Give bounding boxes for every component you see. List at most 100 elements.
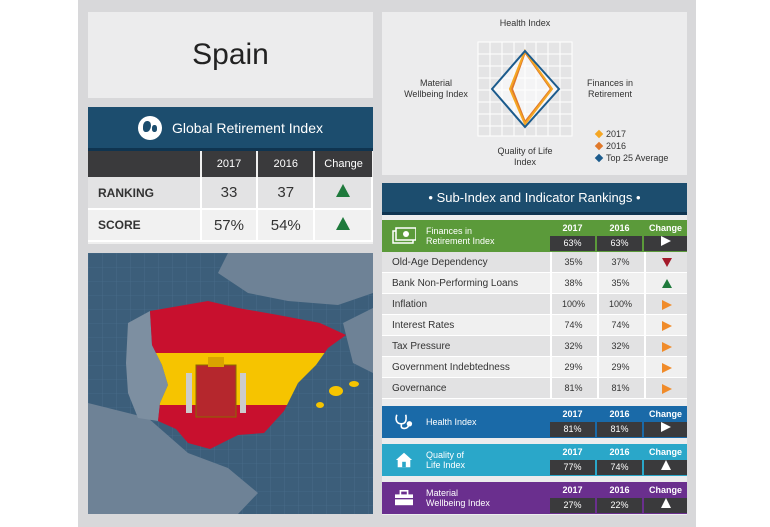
value-2017: 33 bbox=[200, 177, 259, 210]
arrow-up-icon bbox=[336, 216, 351, 230]
money-icon bbox=[392, 227, 416, 244]
value-2016: 37 bbox=[257, 177, 316, 210]
quality-name: Quality of Life Index bbox=[426, 450, 466, 470]
finances-header: Finances in Retirement Index 2017 2016 C… bbox=[382, 220, 687, 252]
change-cell bbox=[314, 177, 373, 210]
indicator-row: Inflation 100% 100% bbox=[382, 294, 687, 315]
arrow-up-icon bbox=[336, 184, 351, 197]
value-2016: 32% bbox=[597, 336, 642, 357]
spain-map bbox=[88, 253, 373, 514]
material-cols: 2017 2016 Change 27% 22% bbox=[550, 482, 687, 514]
change-cell bbox=[644, 273, 687, 294]
change-cell bbox=[644, 315, 687, 336]
map-illustration bbox=[88, 253, 373, 514]
value-2016: 22% bbox=[597, 498, 642, 513]
change-cell bbox=[644, 460, 687, 475]
col-2016: 2016 bbox=[609, 409, 630, 419]
row-label: SCORE bbox=[88, 209, 202, 242]
value-2016: 35% bbox=[597, 273, 642, 294]
col-2017: 2017 bbox=[562, 409, 583, 419]
value-2016: 63% bbox=[597, 236, 642, 251]
col-2016: 2016 bbox=[609, 485, 630, 495]
value-2016: 54% bbox=[257, 209, 316, 242]
gri-col-2016: 2016 bbox=[257, 151, 316, 177]
radar-label-right: Finances in Retirement bbox=[586, 78, 634, 99]
value-2017: 27% bbox=[550, 498, 595, 513]
finances-section: Finances in Retirement Index 2017 2016 C… bbox=[382, 220, 687, 399]
legend-item: Top 25 Average bbox=[594, 152, 669, 164]
change-cell bbox=[644, 252, 687, 273]
indicator-name: Interest Rates bbox=[392, 320, 455, 331]
row-label: RANKING bbox=[88, 177, 202, 210]
change-cell bbox=[644, 236, 687, 251]
radar-chart bbox=[477, 41, 573, 137]
indicator-row: Bank Non-Performing Loans 38% 35% bbox=[382, 273, 687, 294]
stethoscope-icon bbox=[395, 414, 413, 430]
diamond-icon bbox=[594, 129, 604, 139]
arrow-right-icon bbox=[661, 383, 672, 394]
col-2016: 2016 bbox=[609, 223, 630, 233]
legend-label: 2016 bbox=[606, 141, 627, 151]
country-title: Spain bbox=[88, 12, 373, 98]
radar-label-left: Material Wellbeing Index bbox=[404, 78, 468, 99]
arrow-down-icon bbox=[661, 258, 672, 268]
indicator-row: Interest Rates 74% 74% bbox=[382, 315, 687, 336]
col-2017: 2017 bbox=[562, 485, 583, 495]
change-cell bbox=[644, 294, 687, 315]
value-2017: 57% bbox=[200, 209, 259, 242]
italy-land bbox=[343, 308, 373, 373]
house-icon bbox=[395, 452, 413, 468]
change-cell bbox=[314, 209, 373, 242]
africa-land bbox=[88, 403, 258, 514]
legend-label: Top 25 Average bbox=[606, 153, 669, 163]
value-2016: 100% bbox=[597, 294, 642, 315]
sub-index-header: • Sub-Index and Indicator Rankings • bbox=[382, 183, 687, 215]
arrow-right-icon bbox=[661, 299, 672, 310]
gri-col-blank bbox=[88, 151, 202, 177]
value-2017: 38% bbox=[550, 273, 595, 294]
sub-index-panel: • Sub-Index and Indicator Rankings • Fin… bbox=[382, 183, 687, 515]
finances-cols: 2017 2016 Change 63% 63% bbox=[550, 220, 687, 252]
value-2016: 29% bbox=[597, 357, 642, 378]
island-menorca bbox=[349, 381, 359, 387]
diamond-icon bbox=[594, 141, 604, 151]
gri-header-row: 2017 2016 Change bbox=[88, 151, 372, 177]
indicator-name: Government Indebtedness bbox=[392, 362, 510, 373]
gri-col-2017: 2017 bbox=[200, 151, 259, 177]
quality-header: Quality of Life Index 2017 2016 Change 7… bbox=[382, 444, 687, 476]
value-2017: 63% bbox=[550, 236, 595, 251]
gri-title: Global Retirement Index bbox=[172, 119, 323, 136]
col-change: Change bbox=[648, 485, 682, 495]
material-header: Material Wellbeing Index 2017 2016 Chang… bbox=[382, 482, 687, 514]
indicator-name: Inflation bbox=[392, 299, 428, 310]
arrow-up-icon bbox=[660, 460, 671, 470]
indicator-name: Old-Age Dependency bbox=[392, 257, 488, 268]
health-label-box: Health Index bbox=[382, 406, 552, 438]
change-cell bbox=[644, 498, 687, 513]
health-cols: 2017 2016 Change 81% 81% bbox=[550, 406, 687, 438]
arrow-right-icon bbox=[661, 341, 672, 352]
finances-name: Finances in Retirement Index bbox=[426, 226, 495, 246]
value-2017: 77% bbox=[550, 460, 595, 475]
material-label-box: Material Wellbeing Index bbox=[382, 482, 552, 514]
finances-label-box: Finances in Retirement Index bbox=[382, 220, 552, 252]
value-2017: 29% bbox=[550, 357, 595, 378]
global-retirement-index-panel: Global Retirement Index 2017 2016 Change… bbox=[88, 107, 373, 244]
legend-item: 2017 bbox=[594, 128, 668, 140]
col-2017: 2017 bbox=[562, 223, 583, 233]
radar-label-top: Health Index bbox=[499, 18, 551, 28]
indicator-row: Tax Pressure 32% 32% bbox=[382, 336, 687, 357]
value-2016: 37% bbox=[597, 252, 642, 273]
series-2017 bbox=[508, 48, 554, 126]
col-2016: 2016 bbox=[609, 447, 630, 457]
island-ibiza bbox=[316, 402, 324, 408]
indicator-name: Tax Pressure bbox=[392, 341, 451, 352]
legend-label: 2017 bbox=[606, 129, 627, 139]
arrow-right-icon bbox=[661, 320, 672, 331]
change-cell bbox=[644, 336, 687, 357]
material-section: Material Wellbeing Index 2017 2016 Chang… bbox=[382, 482, 687, 514]
change-cell bbox=[644, 378, 687, 399]
arrow-right-icon bbox=[661, 362, 672, 373]
gri-col-change: Change bbox=[314, 151, 372, 177]
indicator-row: Government Indebtedness 29% 29% bbox=[382, 357, 687, 378]
